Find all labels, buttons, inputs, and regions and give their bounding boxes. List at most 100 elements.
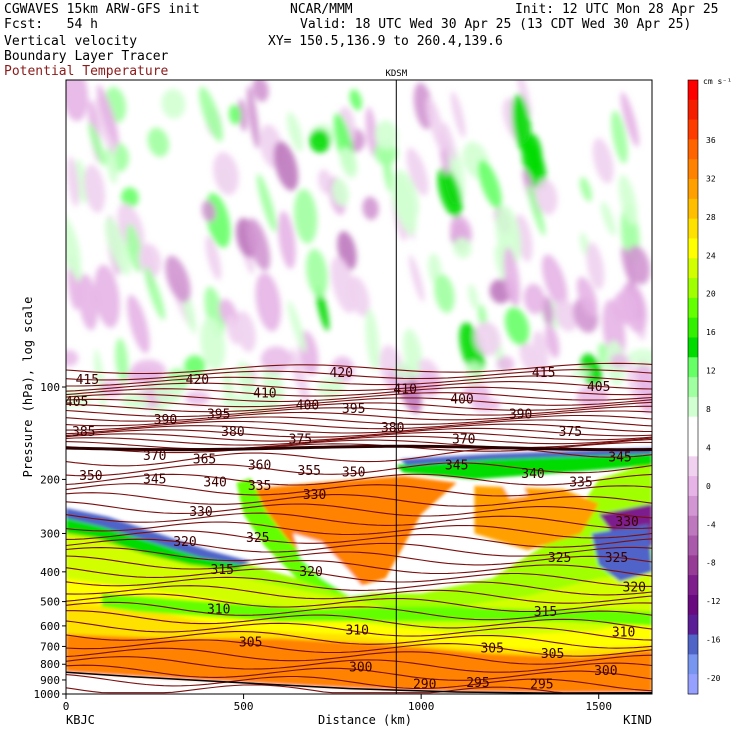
vertical-velocity-cell <box>246 85 260 149</box>
vertical-velocity-cell <box>286 112 304 152</box>
vertical-velocity-cell <box>213 152 239 196</box>
colorbar-swatch <box>688 515 698 537</box>
vertical-velocity-cell <box>147 127 170 157</box>
theta-label: 310 <box>345 623 368 638</box>
vertical-velocity-cell <box>226 315 241 345</box>
colorbar-swatch <box>688 654 698 675</box>
vertical-velocity-cell <box>468 284 479 310</box>
vertical-velocity-cell <box>365 107 378 157</box>
vertical-velocity-cell <box>426 97 446 152</box>
vertical-velocity-cell <box>330 256 357 314</box>
vertical-velocity-cell <box>294 188 318 244</box>
theta-contour <box>66 521 652 539</box>
vertical-velocity-cell <box>576 385 609 409</box>
theta-label: 420 <box>330 366 353 381</box>
theta-label: 420 <box>186 373 209 388</box>
colorbar-swatch <box>688 535 698 556</box>
vertical-velocity-cell <box>205 235 222 281</box>
vertical-velocity-cell <box>627 348 652 367</box>
vertical-velocity-cell <box>339 147 358 179</box>
init-time: Init: 12 UTC Mon 28 Apr 25 <box>515 2 719 17</box>
colorbar-swatch <box>688 317 698 338</box>
vertical-velocity-cell <box>382 142 393 192</box>
theta-label: 390 <box>509 408 532 423</box>
theta-label: 340 <box>521 467 544 482</box>
theta-label: 375 <box>559 425 582 440</box>
theta-contour <box>66 684 652 694</box>
y-tick-label: 100 <box>40 381 60 394</box>
colorbar-swatch <box>688 218 698 239</box>
theta-contour <box>66 473 652 486</box>
y-tick-label: 700 <box>40 640 60 653</box>
theta-label: 400 <box>296 399 319 414</box>
y-tick-label: 300 <box>40 527 60 540</box>
vertical-velocity-cell <box>526 134 543 175</box>
vertical-velocity-cell <box>144 266 166 321</box>
y-tick-label: 500 <box>40 596 60 609</box>
theta-contour <box>66 656 652 673</box>
colorbar-swatch <box>688 575 698 596</box>
vertical-velocity-cell <box>255 272 281 332</box>
theta-label: 330 <box>189 505 212 520</box>
theta-contour <box>66 601 652 621</box>
x-tick-label: 500 <box>234 700 254 713</box>
vertical-velocity-cell <box>541 254 568 307</box>
vertical-velocity-cell <box>66 349 79 367</box>
colorbar-swatch <box>688 119 698 140</box>
theta-label: 290 <box>413 677 436 692</box>
theta-contour <box>66 369 652 381</box>
colorbar-swatch <box>688 179 698 200</box>
vertical-velocity-cell <box>66 156 80 207</box>
colorbar-swatch <box>688 297 698 319</box>
theta-contour <box>66 512 652 529</box>
y-axis-label: Pressure (hPa), log scale <box>21 297 35 478</box>
theta-label: 315 <box>211 563 234 578</box>
right-station-label: KIND <box>623 713 652 727</box>
vertical-velocity-cell <box>474 321 501 356</box>
theta-contour <box>66 410 652 422</box>
terrain-line <box>66 671 652 694</box>
theta-contour <box>66 386 652 397</box>
valid-time: Valid: 18 UTC Wed 30 Apr 25 (13 CDT Wed … <box>300 17 692 32</box>
plot-area: 415 420 420 415 405 410 400 395 410 400 405 390 395 3… <box>66 80 652 694</box>
theta-label: 415 <box>532 366 555 381</box>
theta-contour <box>66 530 652 548</box>
colorbar-label: 32 <box>706 174 716 183</box>
theta-contour <box>66 414 652 427</box>
vertical-velocity-cell <box>290 348 310 406</box>
theta-label: 295 <box>530 677 553 692</box>
theta-contour <box>66 647 652 665</box>
vertical-velocity-cell <box>127 294 150 354</box>
theta-label: 395 <box>207 408 230 423</box>
theta-contour <box>66 362 652 375</box>
theta-label: 410 <box>253 387 276 402</box>
colorbar-swatch <box>688 258 698 279</box>
vertical-velocity-cell <box>88 122 107 167</box>
vertical-velocity-cell <box>463 383 491 403</box>
vertical-velocity-cell <box>390 174 417 235</box>
vertical-velocity-cell <box>309 129 331 153</box>
theta-contour <box>66 397 652 408</box>
theta-contour <box>66 538 652 557</box>
x-tick-label: 1500 <box>585 700 612 713</box>
x-axis-label: Distance (km) <box>318 713 412 727</box>
organization: NCAR/MMM <box>290 2 353 17</box>
vertical-velocity-cell <box>523 283 546 315</box>
vertical-velocity-cell <box>115 338 129 384</box>
theta-contour <box>66 631 652 649</box>
vertical-velocity-cell <box>621 246 636 288</box>
vertical-velocity-cell <box>406 147 429 196</box>
theta-contour <box>66 593 652 613</box>
colorbar-swatch <box>688 139 698 160</box>
colorbar-swatch <box>688 634 698 655</box>
theta-label: 335 <box>248 479 271 494</box>
vertical-velocity-cell <box>535 179 558 215</box>
colorbar-swatch <box>688 436 698 457</box>
colorbar-swatch <box>688 159 698 180</box>
vertical-velocity-cell <box>576 276 598 317</box>
theta-contour <box>66 401 652 413</box>
theta-label: 300 <box>349 661 372 676</box>
theta-contour <box>66 435 652 446</box>
vertical-velocity-cell <box>349 89 363 111</box>
tracer-region <box>101 593 652 626</box>
